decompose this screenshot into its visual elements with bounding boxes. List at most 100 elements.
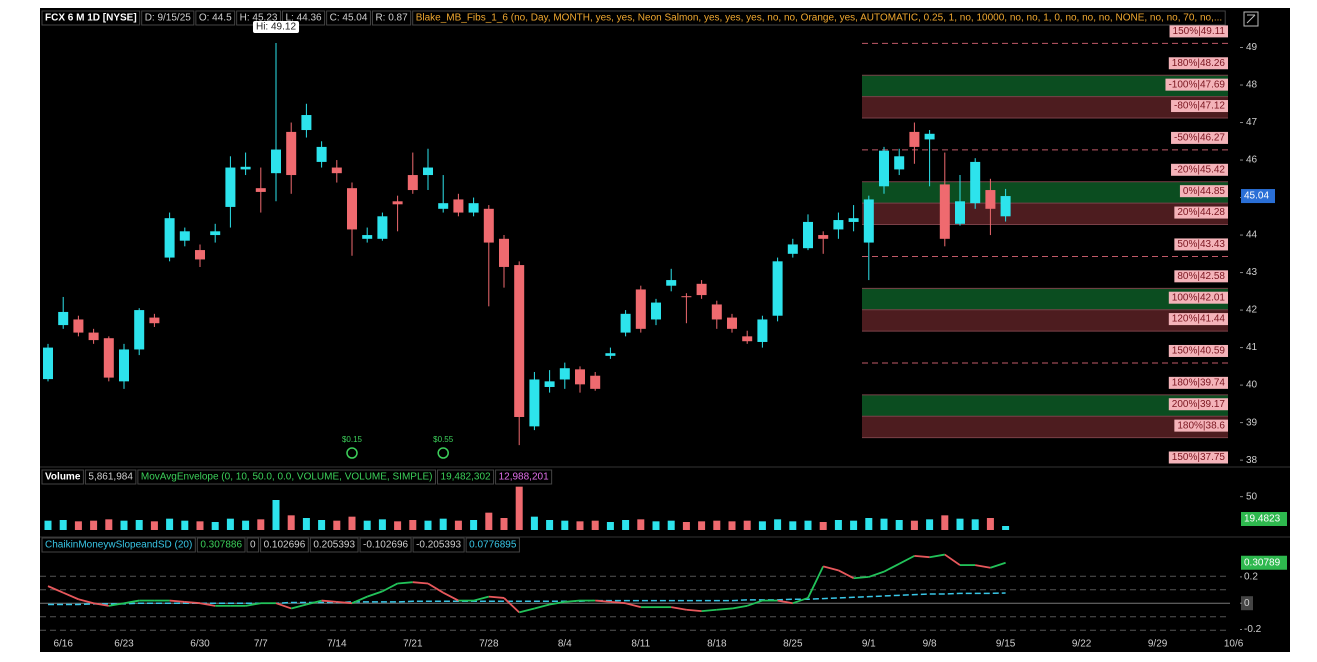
cmf-segment — [868, 570, 885, 578]
header-item-frame — [141, 10, 195, 26]
header-item-frame — [437, 469, 495, 485]
volume-bar — [652, 521, 660, 530]
cmf-header-item: 0.0776895 — [469, 540, 517, 551]
candle-body — [575, 369, 585, 385]
fib-band — [862, 181, 1228, 204]
volume-bar — [515, 486, 523, 530]
x-tick-label: 7/28 — [479, 639, 499, 650]
volume-bar — [667, 520, 675, 530]
candle-body — [727, 317, 737, 329]
volume-bar — [591, 520, 599, 530]
cmf-segment — [381, 582, 399, 593]
volume-bar — [166, 518, 174, 530]
candle-body — [73, 319, 84, 333]
y-tick-label: 40 — [1246, 380, 1258, 391]
cmf-segment — [351, 595, 368, 605]
header-item-frame — [41, 469, 84, 485]
cmf-header-item: 0 — [250, 540, 256, 551]
fib-label: -80%|47.12 — [1171, 100, 1228, 113]
volume-bar — [895, 520, 903, 530]
candle-body — [894, 156, 905, 170]
volume-bar — [424, 520, 432, 530]
cmf-segment — [898, 555, 915, 565]
volume-bar — [348, 516, 356, 530]
candle-body — [955, 201, 965, 224]
cmf-header-item: 0.102696 — [264, 540, 306, 551]
header-item: 12,988,201 — [499, 472, 549, 483]
fib-label: -100%|47.69 — [1165, 78, 1228, 91]
cmf-segment — [716, 607, 733, 611]
x-tick-label: 6/23 — [114, 639, 134, 650]
icon-glyph[interactable] — [1246, 14, 1256, 24]
candle-body — [347, 188, 357, 230]
cmf-segment — [397, 581, 413, 585]
candle-body — [985, 190, 996, 209]
event-label: $0.55 — [433, 435, 454, 444]
volume-bar — [211, 522, 219, 530]
x-tick-label: 8/18 — [707, 639, 727, 650]
cmf-segment — [123, 599, 140, 605]
volume-bar — [105, 519, 113, 530]
cmf-segment — [610, 600, 626, 605]
candle-body — [970, 161, 981, 204]
volume-bar — [196, 521, 204, 530]
fib-label-text: 20%|44.28 — [1177, 207, 1225, 218]
x-tick-label: 8/11 — [631, 639, 650, 650]
x-tick-label: 10/6 — [1224, 639, 1244, 650]
icon-frame[interactable] — [1243, 11, 1259, 27]
fib-label-bg — [1168, 313, 1228, 326]
header-item: R: 0.87 — [375, 13, 408, 24]
candle-body — [666, 280, 677, 286]
cmf-header-item: ChaikinMoneywSlopeandSD (20) — [45, 540, 192, 551]
x-tick-label: 7/7 — [254, 639, 268, 650]
fib-label: 180%|48.26 — [1168, 57, 1228, 70]
y-tick-label: 43 — [1246, 267, 1258, 278]
fib-band — [862, 288, 1228, 310]
cmf-segment — [412, 581, 429, 585]
fib-label-text: -100%|47.69 — [1168, 79, 1225, 90]
candle-body — [210, 231, 221, 236]
cmf-segment — [47, 585, 64, 594]
cmf-segment — [792, 597, 809, 605]
volume-bar — [485, 512, 493, 530]
drawing-icon[interactable] — [1243, 11, 1259, 27]
candle-body — [134, 310, 145, 350]
price-box — [1241, 189, 1275, 204]
candle-body — [635, 289, 646, 329]
volume-bar — [546, 520, 554, 530]
x-tick-label: 7/14 — [327, 639, 347, 650]
candle-body — [939, 184, 950, 239]
cmf-segment — [108, 602, 125, 607]
volume-bar — [226, 518, 234, 530]
volume-bar — [819, 522, 827, 530]
cmf-segment — [442, 591, 459, 602]
cmf-segment — [518, 607, 535, 614]
fib-label-bg — [1169, 25, 1228, 38]
cmf-segment — [336, 600, 353, 605]
fib-label-text: 180%|39.74 — [1172, 377, 1226, 388]
fib-label-bg — [1174, 419, 1228, 432]
cmf-header-item: 0.205393 — [313, 540, 355, 551]
volume-bar — [606, 522, 614, 530]
fib-band — [862, 75, 1228, 97]
x-tick-label: 9/8 — [923, 639, 937, 650]
candle-body — [423, 167, 433, 176]
fib-band — [862, 203, 1228, 225]
candle-body — [1000, 196, 1011, 217]
cmf-segment — [746, 599, 763, 607]
cmf-header-item: 0.307886 — [200, 540, 242, 551]
cmf-header-frame — [359, 537, 412, 553]
fib-label-text: 50%|43.43 — [1177, 239, 1225, 250]
candle-body — [879, 150, 889, 187]
candle-body — [362, 235, 373, 239]
cmf-segment — [473, 595, 490, 602]
candle-body — [757, 319, 768, 342]
header-item: Blake_MB_Fibs_1_6 (no, Day, MONTH, yes, … — [416, 13, 1223, 24]
volume-bar — [804, 520, 812, 530]
header-item-frame — [84, 469, 137, 485]
header-item-frame — [41, 10, 141, 26]
fib-label: 20%|44.28 — [1174, 206, 1228, 219]
header-item-frame — [371, 10, 412, 26]
y-tick-label: 47 — [1246, 117, 1258, 128]
volume-bar — [302, 518, 310, 530]
